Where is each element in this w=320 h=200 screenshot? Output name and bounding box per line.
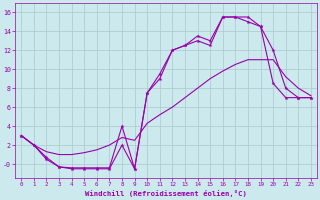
X-axis label: Windchill (Refroidissement éolien,°C): Windchill (Refroidissement éolien,°C) bbox=[85, 190, 247, 197]
